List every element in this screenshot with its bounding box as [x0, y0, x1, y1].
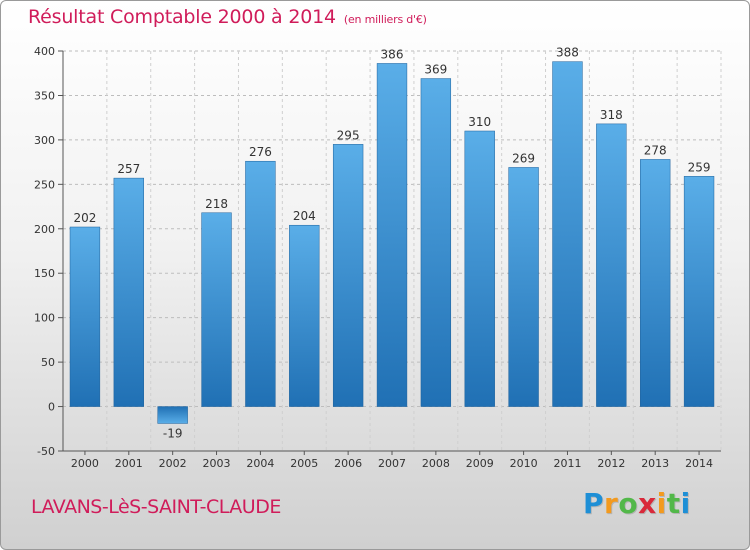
x-tick-label: 2008 — [422, 457, 450, 470]
bar-2013 — [640, 159, 671, 407]
data-label-2009: 310 — [468, 115, 491, 129]
y-tick-label: 0 — [48, 401, 55, 414]
y-tick-label: 250 — [34, 178, 55, 191]
x-tick-label: 2006 — [334, 457, 362, 470]
x-tick-label: 2002 — [159, 457, 187, 470]
x-tick-label: 2007 — [378, 457, 406, 470]
y-tick-label: 350 — [34, 89, 55, 102]
data-label-2008: 369 — [424, 63, 447, 77]
x-tick-label: 2004 — [246, 457, 274, 470]
x-tick-label: 2009 — [466, 457, 494, 470]
data-label-2001: 257 — [117, 162, 140, 176]
x-tick-label: 2001 — [115, 457, 143, 470]
y-tick-label: 200 — [34, 223, 55, 236]
x-tick-label: 2012 — [597, 457, 625, 470]
bar-2007 — [376, 63, 408, 407]
logo-letter: i — [656, 487, 667, 520]
bar-2014 — [683, 176, 715, 407]
chart-subtitle: (en milliers d'€) — [343, 13, 427, 26]
bar-2006 — [332, 144, 364, 407]
chart-title: Résultat Comptable 2000 à 2014 (en millie… — [28, 6, 427, 28]
logo-letter: x — [638, 487, 657, 520]
logo-letter: i — [680, 487, 691, 520]
bar-2000 — [69, 226, 101, 407]
data-label-2011: 388 — [556, 46, 579, 60]
x-tick-label: 2003 — [203, 457, 231, 470]
data-label-2000: 202 — [73, 211, 96, 225]
x-tick-label: 2013 — [641, 457, 669, 470]
bar-2010 — [508, 167, 539, 407]
bar-2012 — [596, 123, 627, 407]
x-tick-label: 2011 — [553, 457, 581, 470]
y-tick-label: 150 — [34, 267, 55, 280]
y-tick-label: 50 — [41, 356, 55, 369]
data-label-2003: 218 — [205, 197, 228, 211]
bar-2011 — [552, 61, 583, 407]
bar-2003 — [201, 212, 232, 407]
logo-letter: t — [666, 487, 681, 520]
bar-2008 — [420, 78, 452, 407]
logo-letter: P — [583, 487, 605, 520]
bar-2004 — [245, 160, 276, 407]
x-tick-label: 2014 — [685, 457, 713, 470]
location-name: LAVANS-LèS-SAINT-CLAUDE — [31, 496, 281, 518]
bar-2005 — [289, 224, 320, 407]
data-label-2007: 386 — [381, 47, 404, 61]
y-tick-label: 400 — [34, 45, 55, 58]
y-tick-label: 300 — [34, 134, 55, 147]
data-label-2002: -19 — [163, 426, 183, 440]
bar-2001 — [113, 177, 144, 407]
x-tick-label: 2005 — [290, 457, 318, 470]
x-tick-label: 2010 — [510, 457, 538, 470]
y-tick-label: 100 — [34, 312, 55, 325]
data-label-2013: 278 — [644, 143, 667, 157]
data-label-2004: 276 — [249, 145, 272, 159]
data-label-2010: 269 — [512, 151, 535, 165]
data-label-2006: 295 — [337, 128, 360, 142]
logo-letter: r — [604, 487, 619, 520]
data-label-2014: 259 — [688, 160, 711, 174]
bar-2009 — [464, 130, 495, 407]
proxiti-logo: Proxiti — [583, 487, 691, 520]
logo-letter: o — [618, 487, 639, 520]
data-label-2012: 318 — [600, 108, 623, 122]
x-tick-label: 2000 — [71, 457, 99, 470]
bar-2002 — [157, 406, 188, 424]
data-label-2005: 204 — [293, 209, 316, 223]
y-tick-label: -50 — [37, 445, 55, 458]
